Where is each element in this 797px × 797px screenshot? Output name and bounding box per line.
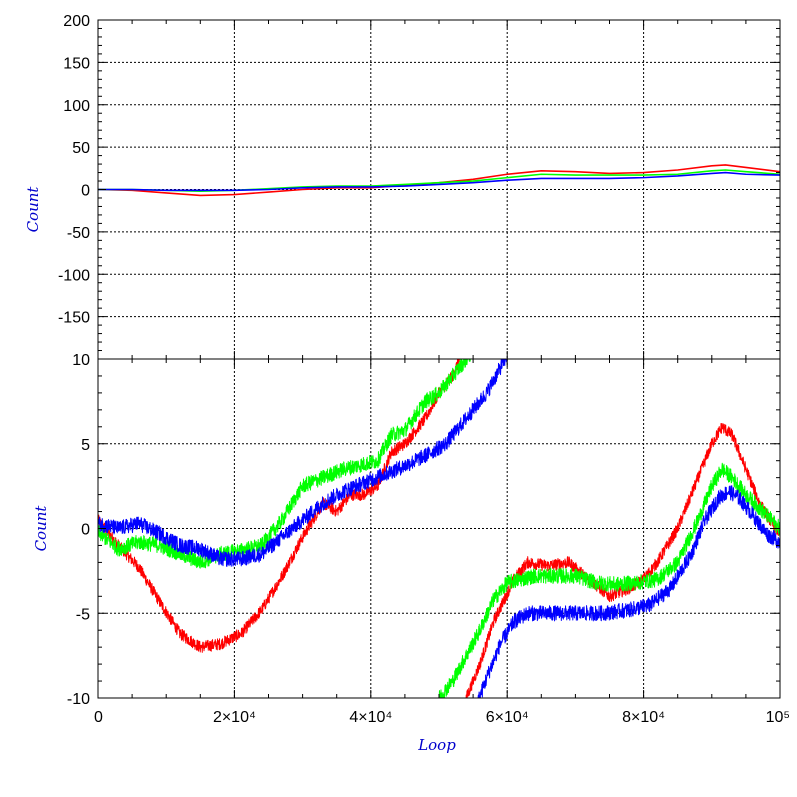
bottom-series-green-line-segment-1 (98, 359, 471, 569)
top-ytick-label: 200 (63, 13, 90, 30)
axis-ticks (97, 19, 781, 699)
top-ytick-label: -50 (67, 225, 90, 242)
xtick-label: 2×10⁴ (213, 709, 256, 726)
x-axis-title: Loop (417, 736, 456, 754)
bottom-series-blue-line-segment-1 (98, 359, 508, 567)
bottom-series-red-line-segment-1 (98, 359, 460, 653)
top-ytick-label: -100 (58, 267, 90, 284)
xtick-label: 6×10⁴ (486, 709, 529, 726)
top-ytick-label: -150 (58, 310, 90, 327)
bottom-ytick-label: 5 (81, 437, 90, 454)
xtick-label: 8×10⁴ (622, 709, 665, 726)
top-series-blue-line (98, 171, 780, 192)
bottom-ytick-label: 10 (72, 352, 90, 369)
top-ytick-label: 100 (63, 98, 90, 115)
top-series-green-line (98, 169, 780, 192)
top-panel-grid (98, 20, 780, 359)
top-series-red-line (98, 164, 780, 197)
top-ytick-label: 0 (81, 183, 90, 200)
top-y-axis-title: Count (24, 186, 42, 233)
bottom-panel-series (98, 359, 780, 698)
bottom-ytick-label: 0 (81, 522, 90, 539)
top-ytick-label: 150 (63, 55, 90, 72)
bottom-ytick-label: -10 (67, 691, 90, 708)
bottom-y-axis-title: Count (32, 505, 50, 552)
bottom-series-green-line-segment-2 (438, 462, 780, 698)
xtick-label: 4×10⁴ (349, 709, 392, 726)
xtick-label: 0 (94, 709, 103, 726)
top-panel-series (98, 164, 780, 197)
bottom-series-red-line-segment-2 (465, 422, 780, 698)
xtick-label: 10⁵ (766, 709, 790, 726)
bottom-series-blue-line-segment-2 (477, 485, 780, 698)
top-ytick-label: 50 (72, 140, 90, 157)
bottom-ytick-label: -5 (76, 606, 90, 623)
